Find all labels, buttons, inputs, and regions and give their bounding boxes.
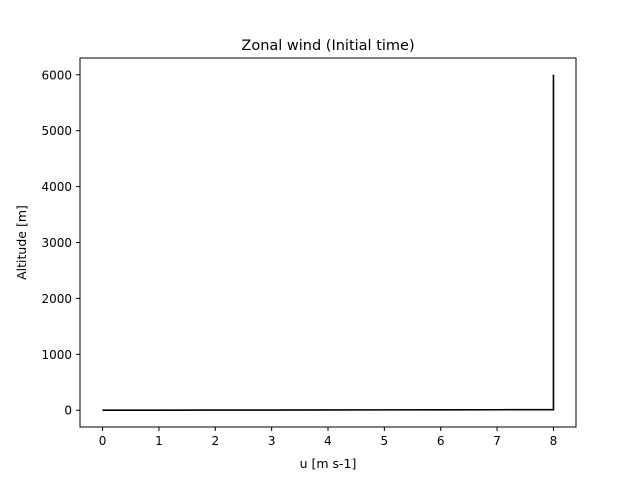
y-axis-label: Altitude [m] — [14, 205, 29, 280]
x-axis-label: u [m s-1] — [300, 456, 357, 471]
y-tick-label: 0 — [64, 404, 72, 418]
x-axis: 0 1 2 3 4 5 6 7 8 — [99, 427, 558, 448]
x-tick-label: 3 — [268, 434, 276, 448]
chart-title: Zonal wind (Initial time) — [241, 38, 414, 54]
x-tick-label: 2 — [211, 434, 219, 448]
x-tick-label: 0 — [99, 434, 107, 448]
x-tick-label: 1 — [155, 434, 163, 448]
series-line — [102, 74, 555, 412]
y-tick-label: 4000 — [41, 180, 72, 194]
x-tick-label: 4 — [324, 434, 332, 448]
x-tick-label: 7 — [493, 434, 501, 448]
y-tick-label: 2000 — [41, 292, 72, 306]
x-tick-label: 5 — [381, 434, 389, 448]
x-tick-label: 6 — [437, 434, 445, 448]
y-tick-label: 5000 — [41, 124, 72, 138]
y-tick-label: 6000 — [41, 68, 72, 82]
y-axis: 0 1000 2000 3000 4000 5000 6000 — [41, 68, 80, 418]
y-tick-label: 1000 — [41, 348, 72, 362]
x-tick-label: 8 — [550, 434, 558, 448]
plot-area — [102, 74, 555, 412]
y-tick-label: 3000 — [41, 236, 72, 250]
axes-frame — [79, 57, 577, 428]
